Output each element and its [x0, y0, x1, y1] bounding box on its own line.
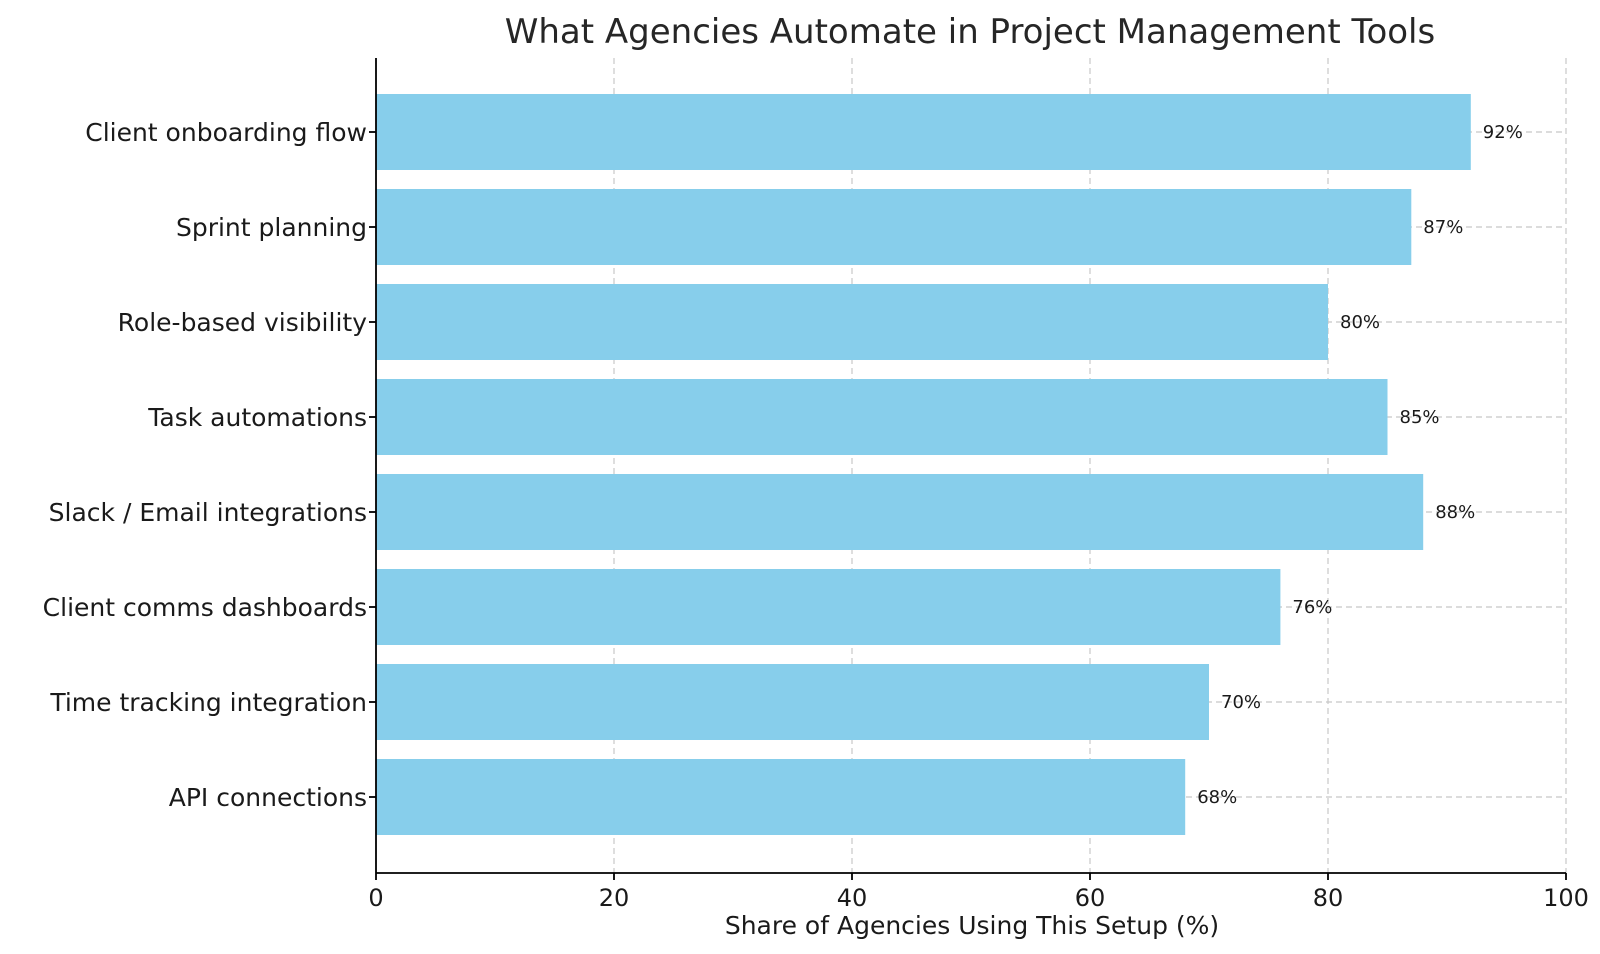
- y-tick-label: Client onboarding flow: [85, 118, 367, 147]
- x-tick-label: 20: [599, 884, 630, 912]
- bar: [376, 569, 1281, 645]
- data-label: 88%: [1435, 502, 1475, 523]
- bar: [376, 759, 1186, 835]
- x-tick-label: 60: [1075, 884, 1106, 912]
- chart-title: What Agencies Automate in Project Manage…: [505, 12, 1435, 52]
- bar: [376, 284, 1328, 360]
- bar: [376, 94, 1471, 170]
- bars: [376, 94, 1471, 835]
- x-tick-label: 80: [1313, 884, 1344, 912]
- labels: Client onboarding flow 92% Sprint planning…: [43, 118, 1589, 912]
- y-tick-label: Task automations: [147, 403, 367, 432]
- y-tick-label: API connections: [169, 783, 367, 812]
- bar: [376, 474, 1424, 550]
- data-label: 76%: [1292, 597, 1332, 618]
- x-axis-label: Share of Agencies Using This Setup (%): [725, 911, 1219, 940]
- y-tick-label: Sprint planning: [176, 213, 367, 242]
- grid-lines: [375, 58, 1567, 873]
- y-tick-label: Role-based visibility: [118, 308, 368, 337]
- data-label: 85%: [1400, 407, 1440, 428]
- x-tick-label: 40: [837, 884, 868, 912]
- data-label: 80%: [1340, 312, 1380, 333]
- y-tick-label: Client comms dashboards: [43, 593, 367, 622]
- bar: [376, 189, 1412, 265]
- y-tick-label: Time tracking integration: [49, 688, 367, 717]
- axes: [369, 58, 1567, 880]
- data-label: 87%: [1423, 217, 1463, 238]
- x-tick-label: 100: [1543, 884, 1589, 912]
- data-label: 92%: [1483, 122, 1523, 143]
- y-tick-label: Slack / Email integrations: [49, 498, 367, 527]
- data-label: 70%: [1221, 692, 1261, 713]
- bar: [376, 379, 1388, 455]
- x-tick-label: 0: [368, 884, 383, 912]
- bar: [376, 664, 1209, 740]
- data-label: 68%: [1197, 787, 1237, 808]
